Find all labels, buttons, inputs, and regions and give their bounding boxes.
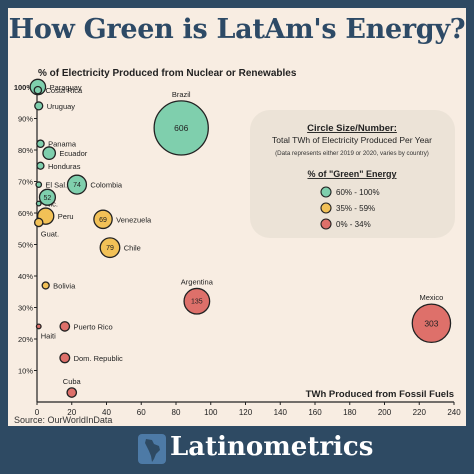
point-bolivia xyxy=(41,281,50,290)
y-tick-label: 30% xyxy=(18,304,33,313)
x-tick-label: 180 xyxy=(343,408,357,417)
x-tick-label: 160 xyxy=(308,408,322,417)
point-brazil xyxy=(153,100,209,156)
legend-item-label: 60% - 100% xyxy=(336,188,380,197)
y-tick-label: 70% xyxy=(18,178,33,187)
legend-items: 60% - 100% 35% - 59% 0% - 34% xyxy=(320,186,380,230)
point-honduras xyxy=(36,161,45,170)
point-name-label: Peru xyxy=(58,212,74,221)
point-name-label: Uruguay xyxy=(47,102,76,111)
point-name-label: Paraguay xyxy=(50,83,82,92)
point-chile xyxy=(99,237,121,259)
y-tick-label: 90% xyxy=(18,115,33,124)
point-colombia xyxy=(66,174,88,195)
point-name-label: Costa Rica xyxy=(46,86,84,95)
point-argentina xyxy=(183,287,211,315)
point-name-label: Ecuador xyxy=(59,149,87,158)
x-tick-label: 80 xyxy=(172,408,181,417)
x-tick-label: 0 xyxy=(35,408,40,417)
legend-size-title: Circle Size/Number: xyxy=(307,123,397,134)
point-venezuela xyxy=(93,209,113,230)
x-tick-label: 220 xyxy=(413,408,427,417)
point-name-label: Argentina xyxy=(181,277,214,286)
x-tick-label: 120 xyxy=(239,408,253,417)
point-name-label: Honduras xyxy=(48,162,81,171)
point-name-label: Brazil xyxy=(172,90,191,99)
point-guatemala xyxy=(38,188,57,206)
y-tick-label: 100% xyxy=(14,83,34,92)
page-title: How Green is LatAm's Energy? xyxy=(8,14,466,45)
x-tick-label: 240 xyxy=(447,408,461,417)
y-axis-label: % of Electricity Produced from Nuclear o… xyxy=(38,68,297,79)
axes: 0 20 40 60 80 100 120 140 160 180 200 220 240 10% 20% 3… xyxy=(14,83,461,417)
x-tick-label: 100 xyxy=(204,408,218,417)
point-name-label: Colombia xyxy=(90,181,123,190)
point-value-label: 135 xyxy=(191,299,203,306)
point-value-label: 606 xyxy=(174,123,188,133)
point-name-label: Venezuela xyxy=(116,215,152,224)
y-tick-label: 40% xyxy=(18,272,33,281)
y-tick-label: 10% xyxy=(18,367,33,376)
point-haiti xyxy=(35,323,42,330)
point-name-label: Cuba xyxy=(63,377,82,386)
point-costa-rica xyxy=(33,85,43,95)
point-puerto-rico xyxy=(59,321,71,332)
point-name-label: El Sal. xyxy=(45,181,67,190)
point-panama xyxy=(36,139,45,148)
point-uruguay xyxy=(34,101,44,111)
x-tick-label: 140 xyxy=(274,408,288,417)
x-axis-label: TWh Produced from Fossil Fuels xyxy=(306,389,454,400)
legend-swatch-red xyxy=(320,218,332,230)
point-ecuador xyxy=(42,146,57,161)
point-name-label: Haiti xyxy=(41,332,56,341)
point-value-label: 52 xyxy=(44,195,52,202)
y-tick-label: 50% xyxy=(18,241,33,250)
legend-item-label: 0% - 34% xyxy=(336,220,371,229)
x-tick-label: 60 xyxy=(137,408,146,417)
y-tick-label: 60% xyxy=(18,209,33,218)
point-name-label: Chile xyxy=(124,244,141,253)
y-tick-label: 80% xyxy=(18,146,33,155)
point-dom-republic xyxy=(59,352,71,364)
legend-item-label: 35% - 59% xyxy=(336,204,375,213)
source-note: Source: OurWorldInData xyxy=(14,415,113,425)
point-name-label: Mexico xyxy=(420,293,444,302)
point-el-sal xyxy=(35,181,43,188)
x-tick-label: 200 xyxy=(378,408,392,417)
legend-swatch-green xyxy=(320,186,332,198)
point-cuba xyxy=(66,387,78,398)
point-name-label: Dom. Republic xyxy=(74,354,123,363)
point-value-label: 69 xyxy=(99,217,107,224)
y-tick-label: 20% xyxy=(18,335,33,344)
legend-swatch-yellow xyxy=(320,202,332,214)
point-mexico xyxy=(411,303,452,344)
brand-footer: Latinometrics xyxy=(0,430,474,474)
legend: Circle Size/Number: Total TWh of Electri… xyxy=(250,110,455,238)
legend-box xyxy=(250,110,455,238)
point-value-label: 74 xyxy=(73,182,81,189)
x-tick-label: 20 xyxy=(67,408,76,417)
latam-map-icon xyxy=(138,434,166,464)
brand-name: Latinometrics xyxy=(170,432,374,462)
point-name-label: Panama xyxy=(48,140,77,149)
point-nic xyxy=(35,200,42,207)
legend-size-text: Total TWh of Electricity Produced Per Ye… xyxy=(272,135,432,145)
x-tick-label: 40 xyxy=(102,408,111,417)
point-value-label: 303 xyxy=(424,318,438,328)
legend-color-title: % of "Green" Energy xyxy=(307,169,396,179)
point-name-label: Bolivia xyxy=(53,281,76,290)
point-value-label: 79 xyxy=(106,245,114,252)
point-name-label: Puerto Rico xyxy=(73,322,112,331)
point-guat xyxy=(33,217,44,228)
point-name-label: Guat. xyxy=(41,230,59,239)
legend-size-note: (Data represents either 2019 or 2020, va… xyxy=(275,150,429,157)
